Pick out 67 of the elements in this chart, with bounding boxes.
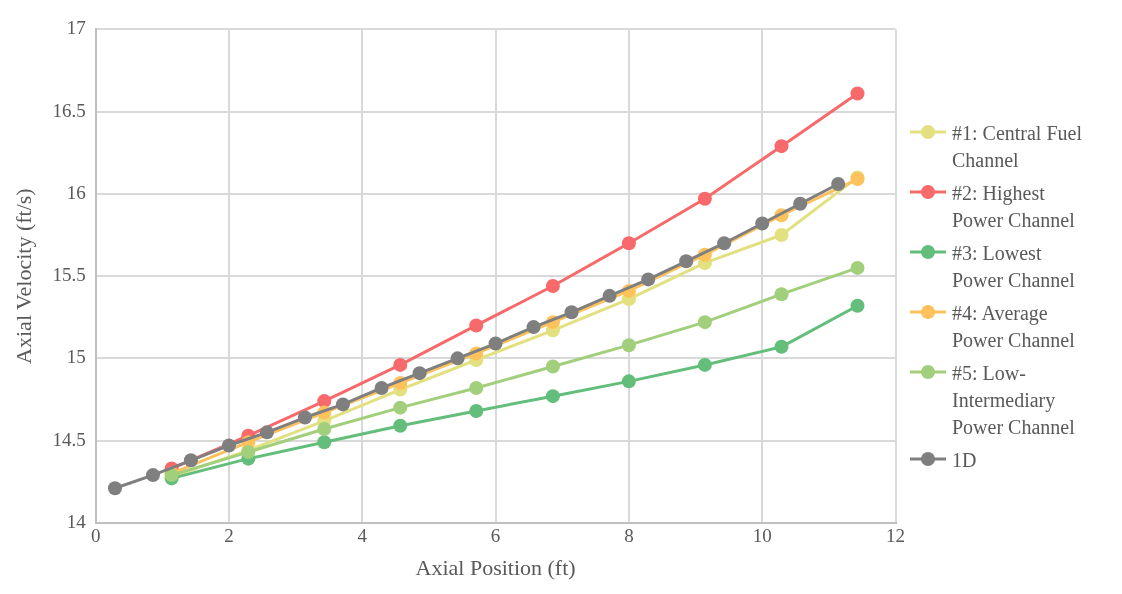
point (755, 216, 770, 231)
point (469, 403, 484, 418)
point (374, 380, 389, 395)
point (774, 287, 789, 302)
point (697, 315, 712, 330)
point (259, 425, 274, 440)
point (697, 357, 712, 372)
y-tick-label: 15.5 (52, 264, 86, 286)
point (850, 86, 865, 101)
point (621, 236, 636, 251)
point (488, 336, 503, 351)
point (679, 254, 694, 269)
point (526, 320, 541, 335)
point (297, 410, 312, 425)
point (564, 305, 579, 320)
x-axis-title: Axial Position (ft) (415, 554, 576, 580)
point (469, 380, 484, 395)
point (850, 298, 865, 313)
x-tick-label: 2 (224, 525, 234, 547)
point (774, 227, 789, 242)
point (393, 418, 408, 433)
x-tick-label: 10 (752, 525, 772, 547)
point (335, 397, 350, 412)
point (774, 139, 789, 154)
point (793, 196, 808, 211)
x-tick-label: 8 (624, 525, 634, 547)
point (545, 389, 560, 404)
point (717, 236, 732, 251)
point (602, 288, 617, 303)
point (317, 435, 332, 450)
y-tick-label: 14.5 (52, 428, 86, 450)
x-tick-label: 12 (886, 525, 905, 547)
x-tick-label: 0 (90, 525, 101, 547)
y-tick-label: 16 (66, 181, 86, 203)
y-tick-label: 14 (66, 510, 87, 532)
point (107, 481, 122, 496)
point (850, 260, 865, 275)
point (183, 453, 198, 468)
y-tick-label: 16.5 (52, 99, 86, 121)
legend-label: #5: Low-Intermediary Power Channel (952, 361, 1076, 440)
y-tick-label: 17 (66, 17, 86, 39)
point (621, 338, 636, 353)
point (545, 359, 560, 374)
legend-label: 1D (952, 448, 977, 473)
point (774, 339, 789, 354)
legend-label: #4: Average Power Channel (952, 301, 1076, 353)
point (317, 422, 332, 437)
y-axis-title: Axial Velocity (ft/s) (10, 188, 36, 364)
point (145, 468, 160, 483)
point (221, 438, 236, 453)
point (393, 400, 408, 415)
point (412, 366, 427, 381)
point (621, 374, 636, 389)
x-tick-label: 4 (357, 525, 368, 547)
legend-label: #1: Central Fuel Channel (952, 121, 1082, 173)
point (831, 177, 846, 191)
y-tick-label: 15 (66, 346, 86, 368)
point (697, 191, 712, 206)
point (450, 351, 465, 366)
point (317, 394, 332, 409)
point (641, 272, 656, 287)
legend-label: #3: Lowest Power Channel (952, 241, 1076, 293)
point (393, 357, 408, 372)
point (545, 278, 560, 293)
x-tick-label: 6 (490, 525, 501, 547)
legend-label: #2: Highest Power Channel (952, 181, 1076, 233)
point (469, 318, 484, 333)
